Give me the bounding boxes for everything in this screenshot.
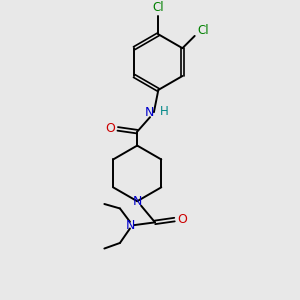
- Text: Cl: Cl: [152, 1, 164, 14]
- Text: N: N: [145, 106, 154, 119]
- Text: Cl: Cl: [198, 24, 209, 37]
- Text: O: O: [105, 122, 115, 135]
- Text: O: O: [177, 213, 187, 226]
- Text: N: N: [125, 219, 135, 232]
- Text: H: H: [160, 105, 168, 118]
- Text: N: N: [133, 195, 142, 208]
